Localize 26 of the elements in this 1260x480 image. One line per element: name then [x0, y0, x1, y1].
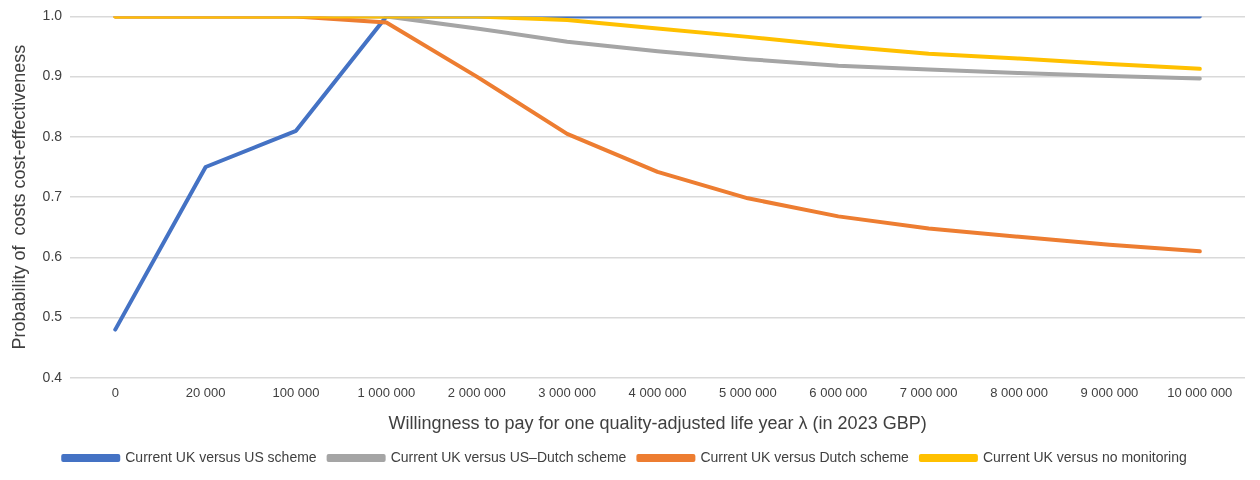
- x-tick-label: 1 000 000: [357, 385, 416, 401]
- y-tick-label: 0.8: [42, 127, 63, 144]
- legend-label: Current UK versus Dutch scheme: [700, 448, 910, 465]
- x-tick-label: 8 000 000: [990, 385, 1048, 401]
- legend-label: Current UK versus US–Dutch scheme: [390, 448, 627, 465]
- x-axis-title: Willingness to pay for one quality-adjusted life year λ (in 2023 GBP): [388, 413, 927, 434]
- y-tick-label: 0.7: [42, 187, 63, 204]
- x-tick-label: 4 000 000: [628, 385, 687, 401]
- y-tick-label: 0.4: [42, 368, 63, 385]
- x-tick-label: 0: [111, 385, 119, 401]
- x-tick-label: 20 000: [185, 385, 226, 401]
- x-tick-label: 5 000 000: [718, 385, 777, 401]
- x-tick-label: 9 000 000: [1080, 385, 1139, 401]
- legend-label: Current UK versus US scheme: [125, 448, 317, 465]
- x-tick-label: 10 000 000: [1167, 385, 1233, 401]
- legend-label: Current UK versus no monitoring: [982, 448, 1187, 465]
- y-tick-label: 0.5: [42, 308, 63, 325]
- y-tick-label: 1.0: [42, 7, 63, 24]
- x-tick-label: 100 000: [272, 385, 320, 401]
- y-tick-label: 0.9: [42, 67, 63, 84]
- x-tick-label: 7 000 000: [899, 385, 958, 401]
- y-axis-title: Probability of costs cost-effectiveness: [8, 44, 29, 350]
- x-tick-label: 6 000 000: [809, 385, 868, 401]
- x-tick-label: 2 000 000: [447, 385, 506, 401]
- y-tick-label: 0.6: [42, 248, 63, 265]
- x-tick-label: 3 000 000: [538, 385, 597, 401]
